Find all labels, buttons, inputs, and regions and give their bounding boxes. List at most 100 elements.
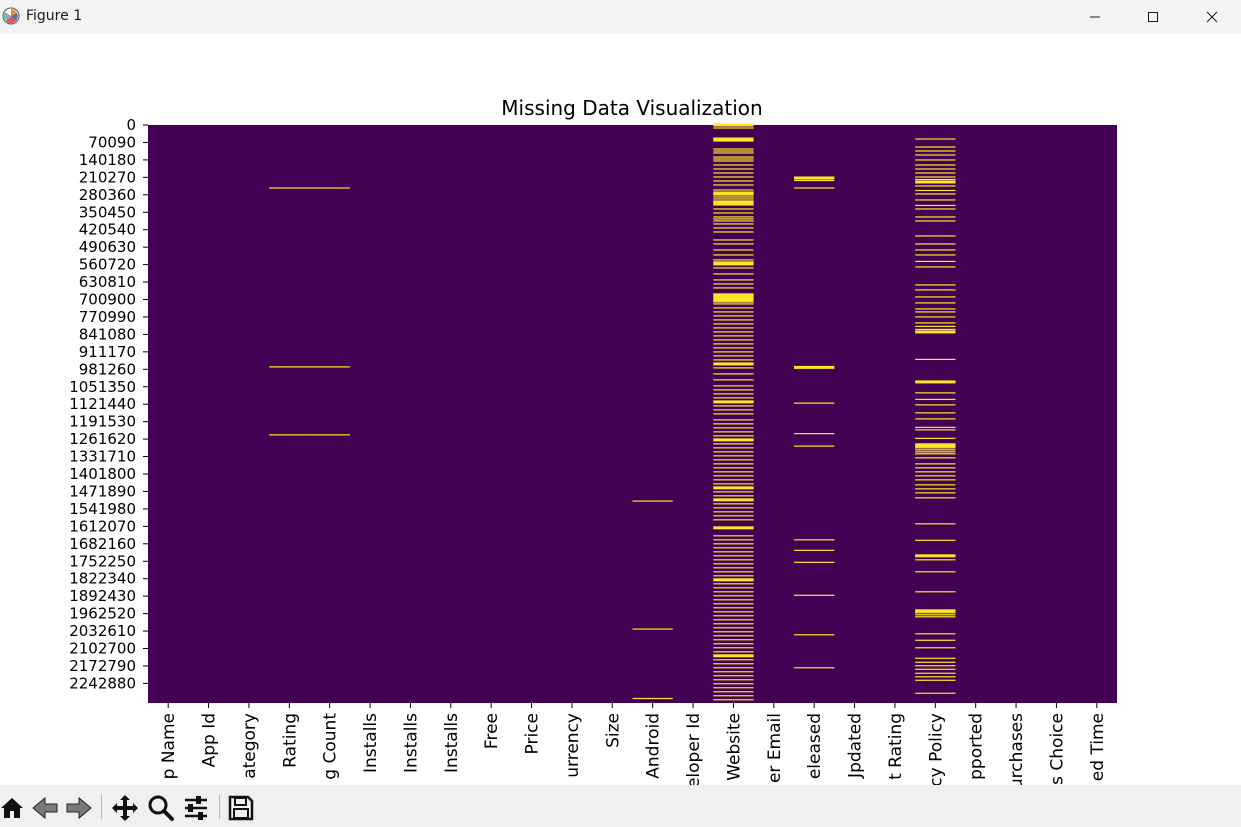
- missing-cell: [713, 362, 754, 366]
- missing-cell: [713, 535, 754, 537]
- missing-cell: [713, 294, 754, 298]
- y-tick-label: 1892430: [69, 587, 136, 605]
- missing-cell: [713, 180, 754, 182]
- toolbar-separator: [101, 795, 102, 819]
- missing-cell: [713, 419, 754, 421]
- missing-cell: [915, 249, 956, 251]
- missing-cell: [713, 423, 754, 425]
- missing-cell: [713, 495, 754, 497]
- y-tick-label: 1121440: [69, 395, 136, 413]
- y-axis-ticks: 0700901401802102702803603504504205404906…: [69, 116, 148, 692]
- x-tick-label: Free: [482, 713, 502, 749]
- y-tick-label: 1962520: [69, 605, 136, 623]
- missing-cell: [713, 315, 754, 317]
- missing-cell: [915, 154, 956, 156]
- y-tick-label: 1051350: [69, 378, 136, 396]
- missing-cell: [713, 555, 754, 557]
- x-tick-label: Installs: [401, 713, 421, 773]
- missing-cell: [713, 389, 754, 391]
- missing-cell: [713, 293, 754, 295]
- missing-data-heatmap: Missing Data Visualization 0700901401802…: [69, 96, 1117, 785]
- missing-cell: [713, 639, 754, 641]
- missing-cell: [713, 654, 754, 658]
- missing-cell: [713, 667, 754, 669]
- missing-cell: [915, 429, 956, 431]
- missing-cell: [794, 594, 835, 596]
- missing-cell: [713, 691, 754, 693]
- missing-cell: [713, 438, 754, 442]
- missing-cell: [915, 612, 956, 614]
- missing-cell: [713, 204, 754, 206]
- missing-cell: [713, 160, 754, 162]
- save-button[interactable]: [226, 793, 256, 823]
- missing-cell: [713, 331, 754, 333]
- missing-cell: [309, 366, 350, 368]
- missing-cell: [915, 475, 956, 477]
- figure-canvas[interactable]: Missing Data Visualization 0 70090 140180 2…: [0, 34, 1241, 785]
- missing-cell: [915, 616, 956, 618]
- navigation-toolbar: [0, 785, 1241, 827]
- x-tick-label: App Id: [200, 713, 220, 767]
- x-tick-label: cy Policy: [926, 713, 946, 785]
- x-tick-label: ed Time: [1088, 713, 1108, 781]
- missing-cell: [713, 307, 754, 309]
- missing-cell: [915, 484, 956, 486]
- missing-cell: [713, 176, 754, 178]
- missing-cell: [713, 212, 754, 214]
- missing-cell: [713, 559, 754, 561]
- missing-cell: [713, 339, 754, 341]
- missing-cell: [915, 463, 956, 465]
- close-button[interactable]: [1183, 0, 1241, 34]
- missing-cell: [915, 284, 956, 286]
- missing-cell: [713, 156, 754, 158]
- missing-cell: [713, 431, 754, 433]
- maximize-icon: [1148, 12, 1158, 22]
- y-tick-label: 2032610: [69, 622, 136, 640]
- y-tick-label: 1401800: [69, 465, 136, 483]
- y-tick-label: 1261620: [69, 430, 136, 448]
- maximize-button[interactable]: [1124, 0, 1182, 34]
- missing-cell: [713, 259, 754, 261]
- missing-cell: [713, 355, 754, 357]
- x-tick-label: Price: [523, 713, 543, 754]
- x-tick-label: urrency: [563, 713, 583, 778]
- x-axis-ticks: p Name App Id ategory Rating g Count Installs…: [159, 703, 1108, 785]
- y-tick-label: 1471890: [69, 482, 136, 500]
- missing-cell: [794, 561, 835, 563]
- minimize-button[interactable]: [1066, 0, 1124, 34]
- missing-cell: [713, 451, 754, 453]
- missing-cell: [713, 261, 754, 263]
- missing-cell: [713, 172, 754, 174]
- zoom-button[interactable]: [146, 793, 176, 823]
- missing-cell: [713, 267, 754, 269]
- missing-cell: [915, 311, 956, 313]
- missing-cell: [713, 196, 754, 198]
- x-tick-label: er Email: [765, 713, 785, 783]
- forward-button[interactable]: [64, 793, 94, 823]
- forward-icon: [66, 796, 92, 820]
- back-button[interactable]: [30, 793, 60, 823]
- missing-cell: [713, 679, 754, 681]
- missing-cell: [713, 619, 754, 621]
- missing-cell: [713, 127, 754, 129]
- missing-cell: [915, 243, 956, 245]
- missing-cell: [713, 311, 754, 313]
- configure-subplots-button[interactable]: [181, 793, 211, 823]
- x-tick-label: p Name: [159, 713, 179, 779]
- pan-button[interactable]: [110, 793, 140, 823]
- missing-cell: [915, 633, 956, 635]
- missing-cell: [713, 578, 754, 582]
- toolbar-separator: [219, 795, 220, 819]
- missing-cell: [713, 216, 754, 218]
- missing-cell: [713, 471, 754, 473]
- missing-cell: [713, 347, 754, 349]
- home-button[interactable]: [0, 793, 27, 823]
- missing-cell: [713, 526, 754, 530]
- missing-cell: [713, 123, 754, 127]
- missing-cell: [915, 193, 956, 195]
- missing-cell: [915, 447, 956, 449]
- missing-cell: [713, 591, 754, 593]
- missing-cell: [713, 483, 754, 485]
- chart-title: Missing Data Visualization: [501, 96, 762, 120]
- y-tick-label: 1331710: [69, 448, 136, 466]
